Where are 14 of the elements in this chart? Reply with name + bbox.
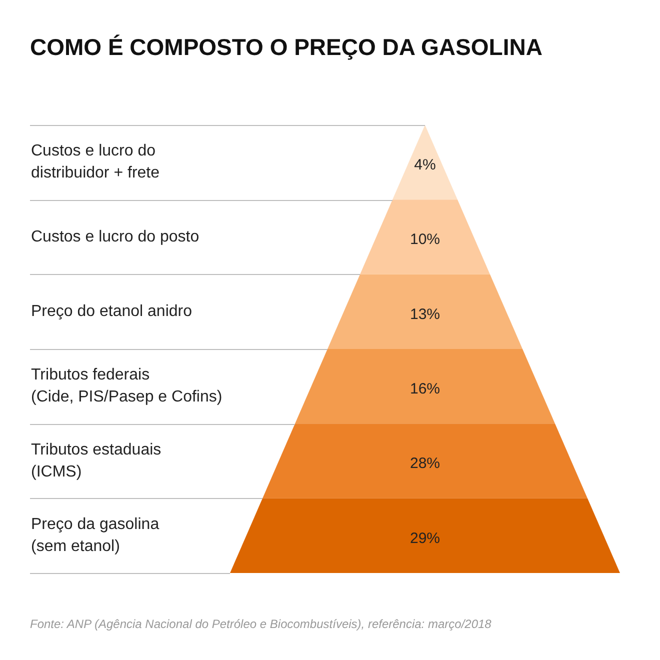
data-label: 16% [410, 380, 440, 398]
data-label: 29% [410, 530, 440, 547]
category-label: Custos e lucro do posto [31, 228, 200, 246]
data-label: 4% [414, 156, 436, 174]
text: COMO É COMPOSTO O PREÇO DA GASOLINA [30, 34, 542, 61]
category-label: Custos e lucro do distribuidor + frete [31, 142, 160, 182]
data-label: 13% [410, 306, 440, 323]
data-label: 10% [410, 231, 440, 248]
source-note: Fonte: ANP (Agência Nacional do Petróleo e Biocombustíveis), referência: março/2018 [30, 617, 492, 631]
category-label: Tributos estaduais (ICMS) [31, 441, 162, 480]
category-label: Preço do etanol anidro [31, 303, 192, 320]
category-label: Tributos federais (Cide, PIS/Pasep e Cofins) [31, 366, 222, 406]
data-label: 28% [410, 455, 440, 472]
category-label: Preço da gasolina (sem etanol) [31, 516, 160, 556]
